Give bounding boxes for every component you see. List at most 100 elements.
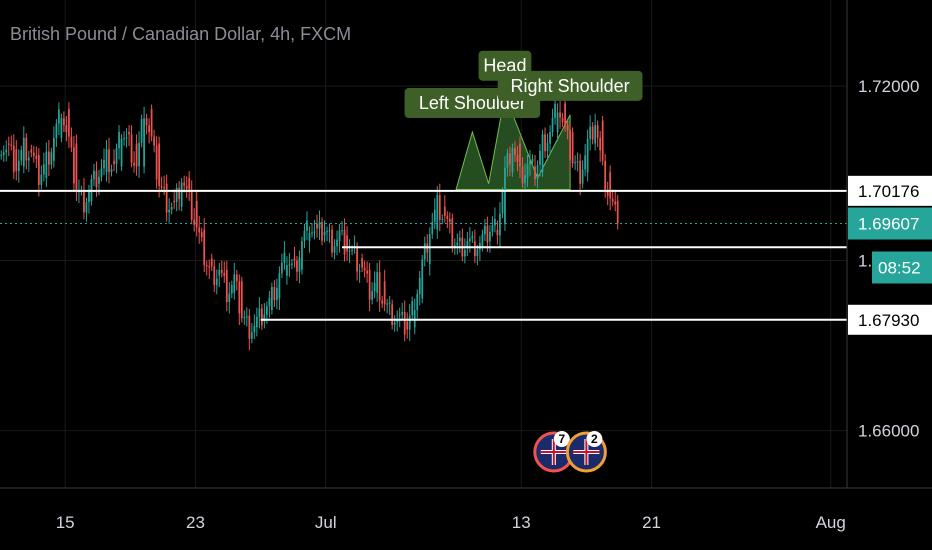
candle-body bbox=[383, 281, 386, 305]
date-tick-label: 23 bbox=[186, 513, 205, 532]
candle-body bbox=[10, 144, 13, 146]
candle-body bbox=[486, 225, 489, 243]
candle-body bbox=[193, 219, 196, 225]
horizontal-lines bbox=[0, 189, 847, 321]
candle-body bbox=[5, 149, 8, 153]
candle-body bbox=[145, 118, 148, 126]
pattern-label-text: Head bbox=[483, 56, 526, 76]
candle-body bbox=[313, 231, 316, 233]
countdown-label: 08:52 bbox=[878, 259, 921, 278]
candle-body bbox=[413, 310, 416, 328]
candle-body bbox=[253, 325, 256, 333]
candle-body bbox=[143, 118, 145, 167]
candle-body bbox=[373, 282, 376, 292]
candle-body bbox=[614, 201, 617, 205]
candle-body bbox=[376, 272, 379, 293]
candle-body bbox=[173, 200, 176, 203]
candle-body bbox=[544, 134, 546, 152]
badge-bg bbox=[848, 175, 932, 206]
candle-body bbox=[316, 223, 318, 229]
candle-body bbox=[75, 143, 78, 192]
event-count-bubble bbox=[586, 431, 603, 447]
candle-body bbox=[55, 123, 58, 138]
candle-body bbox=[42, 164, 45, 175]
candle-body bbox=[235, 274, 238, 282]
candle-body bbox=[476, 249, 479, 257]
candle-body bbox=[0, 155, 3, 157]
candle-body bbox=[549, 132, 551, 144]
candle-body bbox=[238, 281, 241, 314]
candle-body bbox=[125, 137, 128, 139]
candle-body bbox=[569, 130, 571, 161]
current-price-bg bbox=[848, 207, 932, 240]
candle-body bbox=[123, 138, 125, 140]
candle-body bbox=[53, 137, 55, 161]
candle-body bbox=[371, 291, 374, 300]
candle-body bbox=[17, 160, 20, 172]
candle-body bbox=[203, 229, 206, 266]
candle-body bbox=[596, 125, 599, 138]
candle-body bbox=[263, 314, 266, 322]
candle-body bbox=[160, 186, 163, 188]
candle-body bbox=[150, 109, 153, 137]
candle-body bbox=[248, 315, 251, 339]
candle-body bbox=[398, 314, 401, 316]
candle-body bbox=[431, 221, 434, 235]
candle-body bbox=[85, 202, 88, 213]
candle-body bbox=[326, 231, 328, 233]
price-tick-label: 1.72000 bbox=[858, 77, 919, 96]
candle-body bbox=[215, 278, 218, 286]
candle-body bbox=[140, 119, 143, 143]
badge-bg bbox=[848, 304, 932, 335]
date-tick-label: 15 bbox=[56, 513, 75, 532]
candle-body bbox=[93, 170, 95, 180]
candle-body bbox=[208, 266, 211, 268]
candle-body bbox=[403, 311, 406, 335]
date-tick-label: 13 bbox=[512, 513, 531, 532]
candle-body bbox=[2, 152, 5, 156]
candle-body bbox=[95, 170, 98, 188]
candle-body bbox=[361, 258, 363, 268]
grid-lines bbox=[0, 0, 847, 488]
candle-body bbox=[411, 301, 414, 316]
countdown-badge: 08:52 bbox=[872, 251, 932, 284]
candle-body bbox=[328, 230, 331, 232]
candle-body bbox=[463, 249, 466, 257]
candle-body bbox=[65, 125, 68, 133]
candle-body bbox=[604, 160, 607, 191]
candle-body bbox=[12, 145, 15, 173]
date-tick-label: Jul bbox=[315, 513, 337, 532]
candle-body bbox=[601, 120, 604, 161]
candle-body bbox=[574, 162, 576, 164]
candle-body bbox=[158, 143, 161, 187]
candle-body bbox=[258, 308, 261, 317]
candle-body bbox=[40, 174, 43, 185]
candle-body bbox=[388, 302, 391, 304]
candle-body bbox=[223, 272, 226, 276]
candle-body bbox=[88, 191, 90, 203]
candle-body bbox=[178, 187, 181, 200]
candle-body bbox=[611, 198, 614, 202]
candle-body bbox=[278, 273, 281, 299]
candle-body bbox=[591, 126, 594, 140]
candle-body bbox=[519, 143, 521, 167]
candle-body bbox=[301, 241, 303, 270]
event-marker: 2 bbox=[565, 431, 607, 473]
chart-title: British Pound / Canadian Dollar, 4h, FXC… bbox=[10, 24, 352, 44]
candle-body bbox=[599, 137, 602, 151]
candle-body bbox=[205, 265, 208, 267]
candle-body bbox=[466, 241, 469, 247]
candle-body bbox=[443, 206, 446, 216]
candle-body bbox=[296, 260, 298, 272]
candle-body bbox=[561, 117, 564, 123]
candle-body bbox=[366, 270, 368, 274]
candle-body bbox=[421, 259, 424, 299]
current-price-label: 1.69607 bbox=[858, 215, 919, 234]
candle-body bbox=[100, 168, 103, 177]
candle-body bbox=[323, 231, 326, 236]
candle-body bbox=[60, 118, 63, 138]
candle-body bbox=[25, 137, 28, 161]
candle-body bbox=[318, 221, 321, 229]
